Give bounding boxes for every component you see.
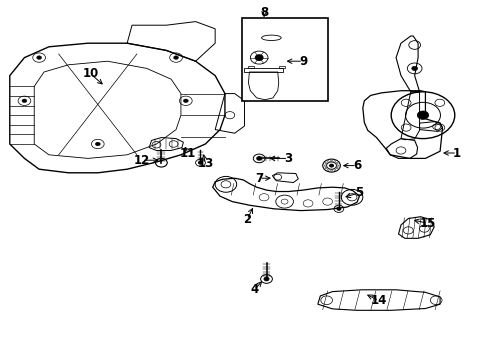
Text: 15: 15 — [419, 217, 435, 230]
Circle shape — [329, 164, 333, 167]
Circle shape — [416, 111, 428, 120]
Circle shape — [22, 99, 27, 103]
Circle shape — [255, 55, 263, 60]
Circle shape — [37, 56, 41, 59]
Text: 4: 4 — [250, 283, 258, 296]
Text: 6: 6 — [352, 159, 360, 172]
Text: 14: 14 — [370, 294, 386, 307]
Text: 11: 11 — [180, 147, 196, 159]
Circle shape — [256, 157, 261, 160]
Text: 7: 7 — [255, 172, 263, 185]
Text: 10: 10 — [82, 67, 99, 80]
Bar — [242, 18, 327, 101]
Circle shape — [264, 277, 268, 281]
Circle shape — [198, 161, 202, 164]
Circle shape — [411, 66, 417, 71]
Circle shape — [95, 142, 100, 146]
Text: 9: 9 — [299, 55, 306, 68]
Text: 12: 12 — [133, 154, 150, 167]
Text: 3: 3 — [284, 152, 292, 165]
Text: 13: 13 — [197, 157, 213, 170]
Circle shape — [173, 56, 178, 59]
Text: 1: 1 — [452, 147, 460, 159]
Text: 5: 5 — [355, 186, 363, 199]
Text: 8: 8 — [260, 6, 267, 19]
Circle shape — [336, 207, 340, 210]
Text: 2: 2 — [243, 213, 250, 226]
Circle shape — [183, 99, 188, 103]
